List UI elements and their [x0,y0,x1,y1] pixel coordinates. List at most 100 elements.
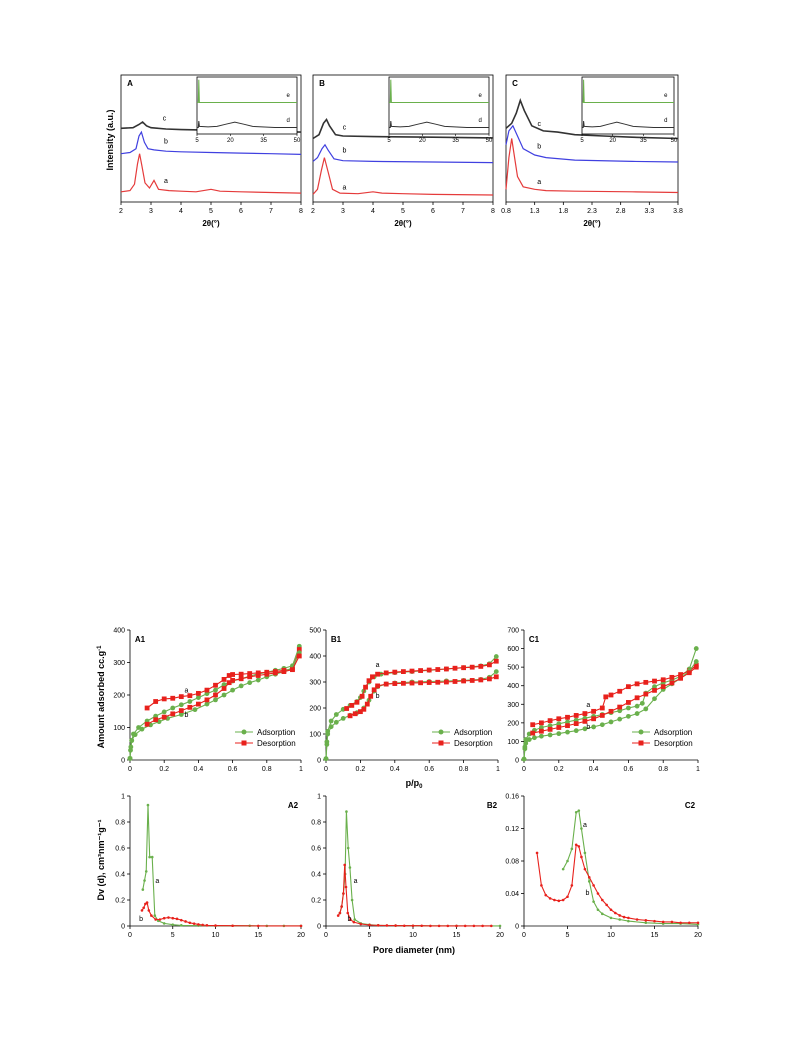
x-tick-label: 3 [341,208,345,215]
y-tick-label: 600 [507,646,519,653]
panel-label: C1 [529,635,540,644]
data-point [652,684,657,690]
inset-frame [581,76,675,135]
x-tick-label: 7 [269,208,273,215]
data-point [349,918,352,921]
data-point [187,704,193,710]
y-tick-label: 700 [507,628,519,635]
data-point [147,909,151,912]
data-point [617,688,623,694]
data-point [608,719,614,725]
series-des-b [347,674,499,719]
data-point [530,722,536,728]
data-point [353,918,357,921]
data-point [132,732,138,738]
data-point [342,892,345,895]
series-line-c [312,117,494,140]
series-line [337,864,492,927]
data-point [618,918,621,921]
x-tick-label: 15 [651,932,659,939]
x-axis-label: 2θ(°) [394,219,412,228]
data-point [296,653,302,659]
data-point [247,680,253,686]
data-point [171,923,175,926]
data-point [587,875,591,879]
data-point [679,921,682,925]
series-ads-b [521,659,699,762]
curve-label-b: b [376,693,380,700]
data-point [547,732,553,738]
panel-label: A2 [288,801,299,810]
data-point [323,756,329,762]
curve-label-a: a [586,702,590,709]
curve-label-a: a [583,822,587,829]
x-tick-label: 1.3 [530,208,540,215]
y-tick-label: 100 [507,739,519,746]
data-point [547,726,553,732]
inset-series-e [582,79,674,103]
y-tick-label: 0.6 [115,846,125,853]
curve-label-a: a [537,179,541,186]
series-ads-a [561,809,700,926]
data-point [204,697,210,703]
data-point [605,903,608,907]
x-tick-label: 10 [607,932,615,939]
series-des-b [140,901,303,928]
data-point [617,708,623,714]
data-point [344,706,350,711]
data-point [573,728,579,734]
data-point [573,721,579,726]
data-point [230,687,236,693]
data-point [574,810,578,814]
series-line [346,660,497,709]
data-point [226,673,232,678]
data-point [582,726,588,732]
data-point [521,756,527,762]
x-tick-label: 2 [119,208,123,215]
series-des-a [144,647,302,711]
data-point [455,924,458,928]
data-point [128,744,134,750]
panel-label: A [127,79,133,88]
legend-marker [638,729,644,735]
data-point [153,717,159,723]
data-point [596,892,600,895]
iso-y-axis-label: Amount adsorbed cc.g-1 [96,645,106,749]
data-point [247,674,253,680]
data-point [221,692,227,698]
legend-marker [638,740,644,746]
data-point [539,733,544,739]
panel-C1: 0 0.2 0.4 0.6 0.8 1 C1 0 100 200 300 400 500 600 700 a b… [507,628,700,774]
legend: Adsorption Desorption [432,728,493,748]
data-point [592,884,595,887]
y-tick-label: 0.6 [311,846,321,853]
data-point [281,669,287,674]
data-point [352,920,356,924]
y-tick-label: 0 [515,924,519,931]
legend-label: Adsorption [257,728,295,737]
y-tick-label: 0 [121,924,125,931]
curve-label-b: b [586,724,590,731]
panel-label: B2 [487,801,498,810]
curve-label-a: a [354,878,358,885]
data-point [161,714,167,720]
data-point [403,924,406,928]
data-point [153,699,159,704]
xrd-y-axis-label-group: Intensity (a.u.) [105,109,115,170]
data-point [643,691,649,697]
data-point [557,899,561,903]
curve-label-b: b [586,890,590,897]
data-point [570,884,574,887]
data-point [565,714,570,720]
panel-A1: 0 0.2 0.4 0.6 0.8 1 A1 0 100 200 300 400 a b Adsorptio… [113,628,303,774]
data-point [582,718,588,724]
y-tick-label: 0.08 [505,859,519,866]
data-point [609,916,613,920]
x-tick-label: 4 [179,208,183,215]
data-point [347,713,353,719]
data-point [693,646,699,651]
data-point [596,908,600,912]
x-tick-label: 7 [461,208,465,215]
data-point [660,677,666,683]
